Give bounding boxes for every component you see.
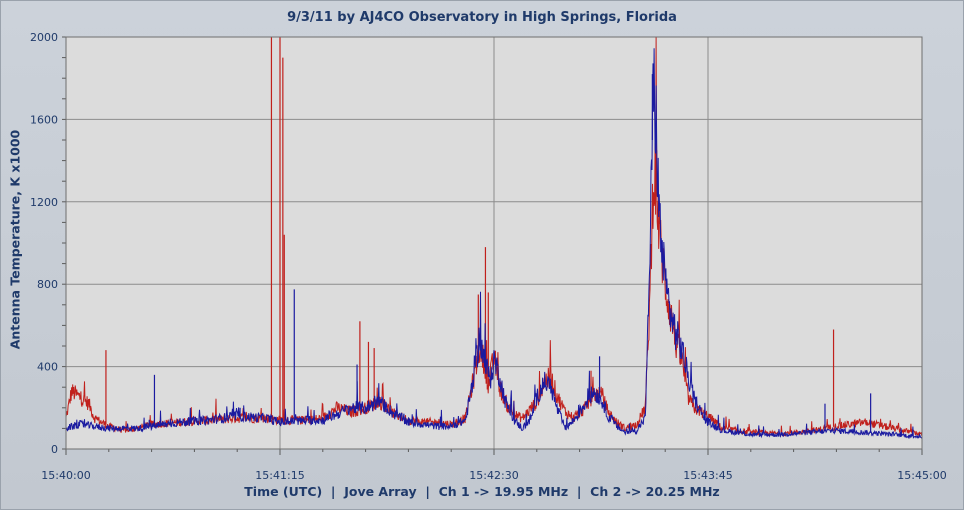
y-tick-label: 1200 <box>30 196 58 209</box>
x-tick-label: 15:45:00 <box>897 469 946 482</box>
x-label-time: Time (UTC) <box>244 484 323 499</box>
y-tick-label: 0 <box>51 443 58 456</box>
y-tick-label: 400 <box>37 361 58 374</box>
x-label-ch2: Ch 2 -> 20.25 MHz <box>590 484 720 499</box>
x-tick-label: 15:41:15 <box>255 469 304 482</box>
x-tick-label: 15:43:45 <box>683 469 732 482</box>
plot-border <box>65 36 923 450</box>
chart-title: 9/3/11 by AJ4CO Observatory in High Spri… <box>287 10 677 25</box>
x-label-array: Jove Array <box>344 484 417 499</box>
y-tick-label: 2000 <box>30 31 58 44</box>
y-tick-label: 1600 <box>30 113 58 126</box>
x-label-ch1: Ch 1 -> 19.95 MHz <box>438 484 569 499</box>
x-tick-label: 15:40:00 <box>41 469 90 482</box>
y-tick-label: 800 <box>37 278 58 291</box>
x-tick-label: 15:42:30 <box>469 469 518 482</box>
x-axis-label: Time (UTC) | Jove Array | Ch 1 -> 19.95 … <box>244 484 720 499</box>
